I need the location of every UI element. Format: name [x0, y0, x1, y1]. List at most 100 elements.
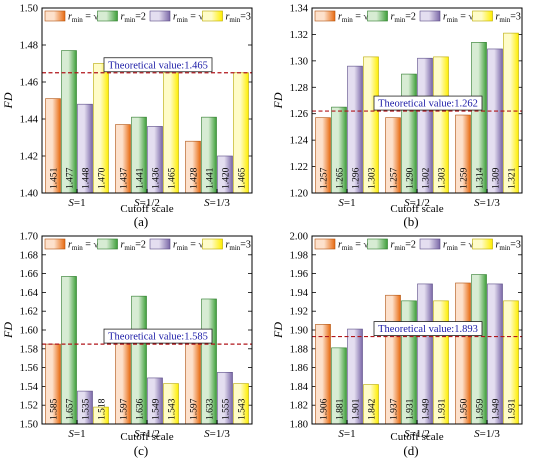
- legend-label: rmin=3: [226, 240, 251, 253]
- bar-value-label: 1.420: [222, 167, 232, 189]
- bar-value-label: 1.906: [320, 398, 330, 420]
- plot-frame: [41, 235, 253, 425]
- bar-value-label: 1.535: [82, 398, 92, 420]
- y-tick-label: 1.32: [290, 30, 308, 41]
- legend-label: rmin = √3: [173, 12, 209, 25]
- y-tick-label: 1.68: [20, 250, 38, 261]
- plot-frame: [311, 235, 523, 425]
- panel-label: (c): [134, 443, 148, 458]
- y-tick-label: 1.54: [20, 382, 39, 393]
- x-tick-label: S=1/3: [204, 197, 230, 209]
- chart-panel-2: 1.20 1.22 1.24 1.26 1.28 1.30 1.32 1.34 FD 1.257 1…: [271, 4, 523, 229]
- plot-frame: [41, 7, 253, 194]
- bar-value-label: 1.257: [320, 167, 330, 189]
- y-tick-label: 1.58: [20, 344, 38, 355]
- bar-value-label: 1.950: [460, 398, 470, 420]
- legend-label: rmin=2: [121, 12, 146, 25]
- plot-area: [42, 8, 252, 193]
- legend-swatch: [149, 10, 171, 22]
- legend-label: rmin = √2: [338, 12, 374, 25]
- bar-value-label: 1.265: [336, 167, 346, 189]
- x-tick-label: S=1/2: [134, 197, 160, 209]
- legend-swatch: [367, 10, 388, 22]
- y-tick-label: 1.34: [290, 4, 309, 15]
- y-tick-label: 2.00: [290, 232, 308, 243]
- bar-value-label: 1.436: [152, 167, 162, 189]
- x-axis-label: Cutoff scale: [390, 203, 443, 215]
- legend-label: rmin = √3: [443, 12, 479, 25]
- bar-value-label: 1.465: [168, 167, 178, 189]
- x-tick-label: S=1/2: [404, 428, 430, 440]
- legend-label: rmin=2: [391, 12, 416, 25]
- bar-value-label: 1.949: [492, 398, 502, 420]
- y-axis-label: FD: [1, 92, 15, 109]
- y-tick-label: 1.50: [20, 420, 38, 431]
- y-tick-label: 1.82: [290, 401, 308, 412]
- x-tick-label: S=1/2: [134, 428, 160, 440]
- legend-label: rmin=2: [391, 240, 416, 253]
- legend-swatch: [202, 10, 223, 22]
- y-tick-label: 1.62: [20, 307, 38, 318]
- y-tick-label: 1.92: [290, 307, 308, 318]
- legend-label: rmin=3: [496, 240, 521, 253]
- legend-swatch: [419, 10, 441, 22]
- legend: rmin = √2 rmin=2 rmin = √3 rmin=3: [44, 238, 251, 253]
- bar-value-label: 1.441: [206, 167, 216, 189]
- legend-label: rmin = √2: [68, 12, 104, 25]
- bar-value-label: 1.290: [406, 167, 416, 189]
- bar-value-label: 1.470: [98, 167, 108, 189]
- bar-value-label: 1.543: [168, 398, 178, 420]
- y-tick-label: 1.28: [290, 83, 308, 94]
- bar-value-label: 1.636: [136, 398, 146, 420]
- bar-value-label: 1.949: [422, 398, 432, 420]
- y-axis-label: FD: [271, 322, 285, 339]
- bar-value-label: 1.881: [336, 398, 346, 420]
- y-tick-label: 1.20: [290, 189, 308, 200]
- theoretical-value-box: [103, 328, 213, 344]
- theoretical-value-label: Theoretical value:1.893: [378, 324, 478, 335]
- bar-value-label: 1.597: [190, 398, 200, 420]
- y-tick-label: 1.42: [20, 152, 38, 163]
- y-tick-label: 1.70: [20, 232, 38, 243]
- chart-panel-3: 1.50 1.52 1.54 1.56 1.58 1.60 1.62 1.64 1.66 1.68…: [1, 232, 253, 458]
- bar-value-label: 1.259: [460, 167, 470, 189]
- legend-label: rmin=3: [496, 12, 521, 25]
- bar-value-label: 1.303: [438, 167, 448, 189]
- y-tick-label: 1.48: [20, 41, 38, 52]
- y-tick-label: 1.44: [20, 115, 39, 126]
- x-tick-label: S=1: [338, 197, 355, 209]
- legend-label: rmin=3: [226, 12, 251, 25]
- bar-value-label: 1.437: [120, 167, 130, 189]
- bar-value-label: 1.309: [492, 167, 502, 189]
- y-tick-label: 1.96: [290, 269, 308, 280]
- y-tick-label: 1.66: [20, 269, 38, 280]
- plot-frame: [311, 7, 523, 194]
- legend-swatch: [472, 238, 493, 250]
- y-tick-label: 1.90: [290, 326, 308, 337]
- bar-value-label: 1.451: [50, 167, 60, 189]
- y-axis-label: FD: [1, 322, 15, 339]
- y-tick-label: 1.98: [290, 250, 308, 261]
- panel-label: (b): [403, 214, 418, 229]
- bar-value-label: 1.321: [508, 167, 518, 189]
- legend-swatch: [97, 10, 118, 22]
- panel-label: (d): [403, 443, 418, 458]
- legend-swatch: [314, 10, 336, 22]
- y-tick-label: 1.40: [20, 189, 38, 200]
- legend-label: rmin = √3: [173, 240, 209, 253]
- y-tick-label: 1.50: [20, 4, 38, 15]
- bar-value-label: 1.314: [476, 167, 486, 189]
- panel-label: (a): [134, 214, 148, 229]
- x-tick-label: S=1: [338, 428, 355, 440]
- x-axis-label: Cutoff scale: [390, 431, 443, 443]
- legend-swatch: [202, 238, 223, 250]
- y-tick-label: 1.52: [20, 401, 38, 412]
- legend-swatch: [97, 238, 118, 250]
- bar-value-label: 1.477: [66, 167, 76, 189]
- legend-swatch: [149, 238, 171, 250]
- bar-value-label: 1.901: [352, 398, 362, 420]
- y-tick-label: 1.94: [290, 288, 309, 299]
- y-tick-label: 1.64: [20, 288, 39, 299]
- y-tick-label: 1.30: [290, 56, 308, 67]
- x-tick-label: S=1/2: [404, 197, 430, 209]
